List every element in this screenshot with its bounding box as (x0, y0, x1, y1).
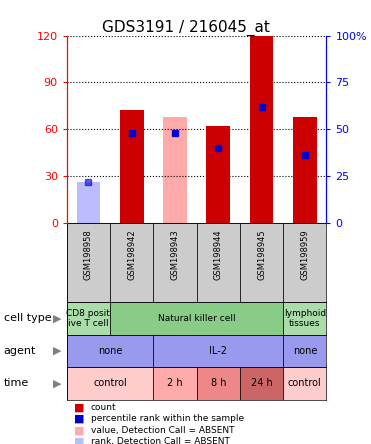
Text: GSM198945: GSM198945 (257, 229, 266, 280)
Text: GSM198944: GSM198944 (214, 229, 223, 280)
Bar (293, 117, 317, 223)
Bar (153, 335, 283, 367)
Text: ■: ■ (74, 414, 85, 424)
Bar (67, 302, 110, 335)
Bar (250, 36, 273, 223)
Text: GSM198943: GSM198943 (171, 229, 180, 280)
Text: value, Detection Call = ABSENT: value, Detection Call = ABSENT (91, 426, 234, 435)
Bar (67, 223, 110, 302)
Text: percentile rank within the sample: percentile rank within the sample (91, 414, 244, 423)
Text: ▶: ▶ (53, 313, 62, 324)
Bar (76, 207, 100, 223)
Text: 8 h: 8 h (210, 378, 226, 388)
Text: CD8 posit
ive T cell: CD8 posit ive T cell (66, 309, 110, 328)
Bar (76, 182, 100, 223)
Text: GSM198942: GSM198942 (127, 229, 136, 280)
Bar (197, 223, 240, 302)
Text: rank, Detection Call = ABSENT: rank, Detection Call = ABSENT (91, 437, 230, 444)
Bar (240, 223, 283, 302)
Text: ■: ■ (74, 437, 85, 444)
Bar (240, 367, 283, 400)
Text: control: control (93, 378, 127, 388)
Text: time: time (4, 378, 29, 388)
Bar (283, 335, 326, 367)
Bar (67, 367, 153, 400)
Text: ■: ■ (74, 425, 85, 435)
Text: ■: ■ (74, 402, 85, 412)
Bar (110, 223, 153, 302)
Bar (163, 117, 187, 223)
Text: Natural killer cell: Natural killer cell (158, 314, 236, 323)
Bar (153, 223, 197, 302)
Bar (110, 302, 283, 335)
Text: agent: agent (4, 346, 36, 356)
Text: none: none (98, 346, 122, 356)
Text: none: none (293, 346, 317, 356)
Text: ▶: ▶ (53, 378, 62, 388)
Bar (120, 111, 144, 223)
Text: count: count (91, 403, 116, 412)
Text: IL-2: IL-2 (209, 346, 227, 356)
Bar (206, 126, 230, 223)
Text: GDS3191 / 216045_at: GDS3191 / 216045_at (102, 20, 269, 36)
Text: cell type: cell type (4, 313, 51, 324)
Text: 2 h: 2 h (167, 378, 183, 388)
Text: 24 h: 24 h (251, 378, 272, 388)
Text: lymphoid
tissues: lymphoid tissues (284, 309, 326, 328)
Bar (67, 335, 153, 367)
Bar (283, 367, 326, 400)
Text: GSM198958: GSM198958 (84, 229, 93, 280)
Bar (153, 367, 197, 400)
Bar (197, 367, 240, 400)
Text: ▶: ▶ (53, 346, 62, 356)
Text: control: control (288, 378, 322, 388)
Text: GSM198959: GSM198959 (301, 229, 309, 280)
Bar (283, 223, 326, 302)
Bar (283, 302, 326, 335)
